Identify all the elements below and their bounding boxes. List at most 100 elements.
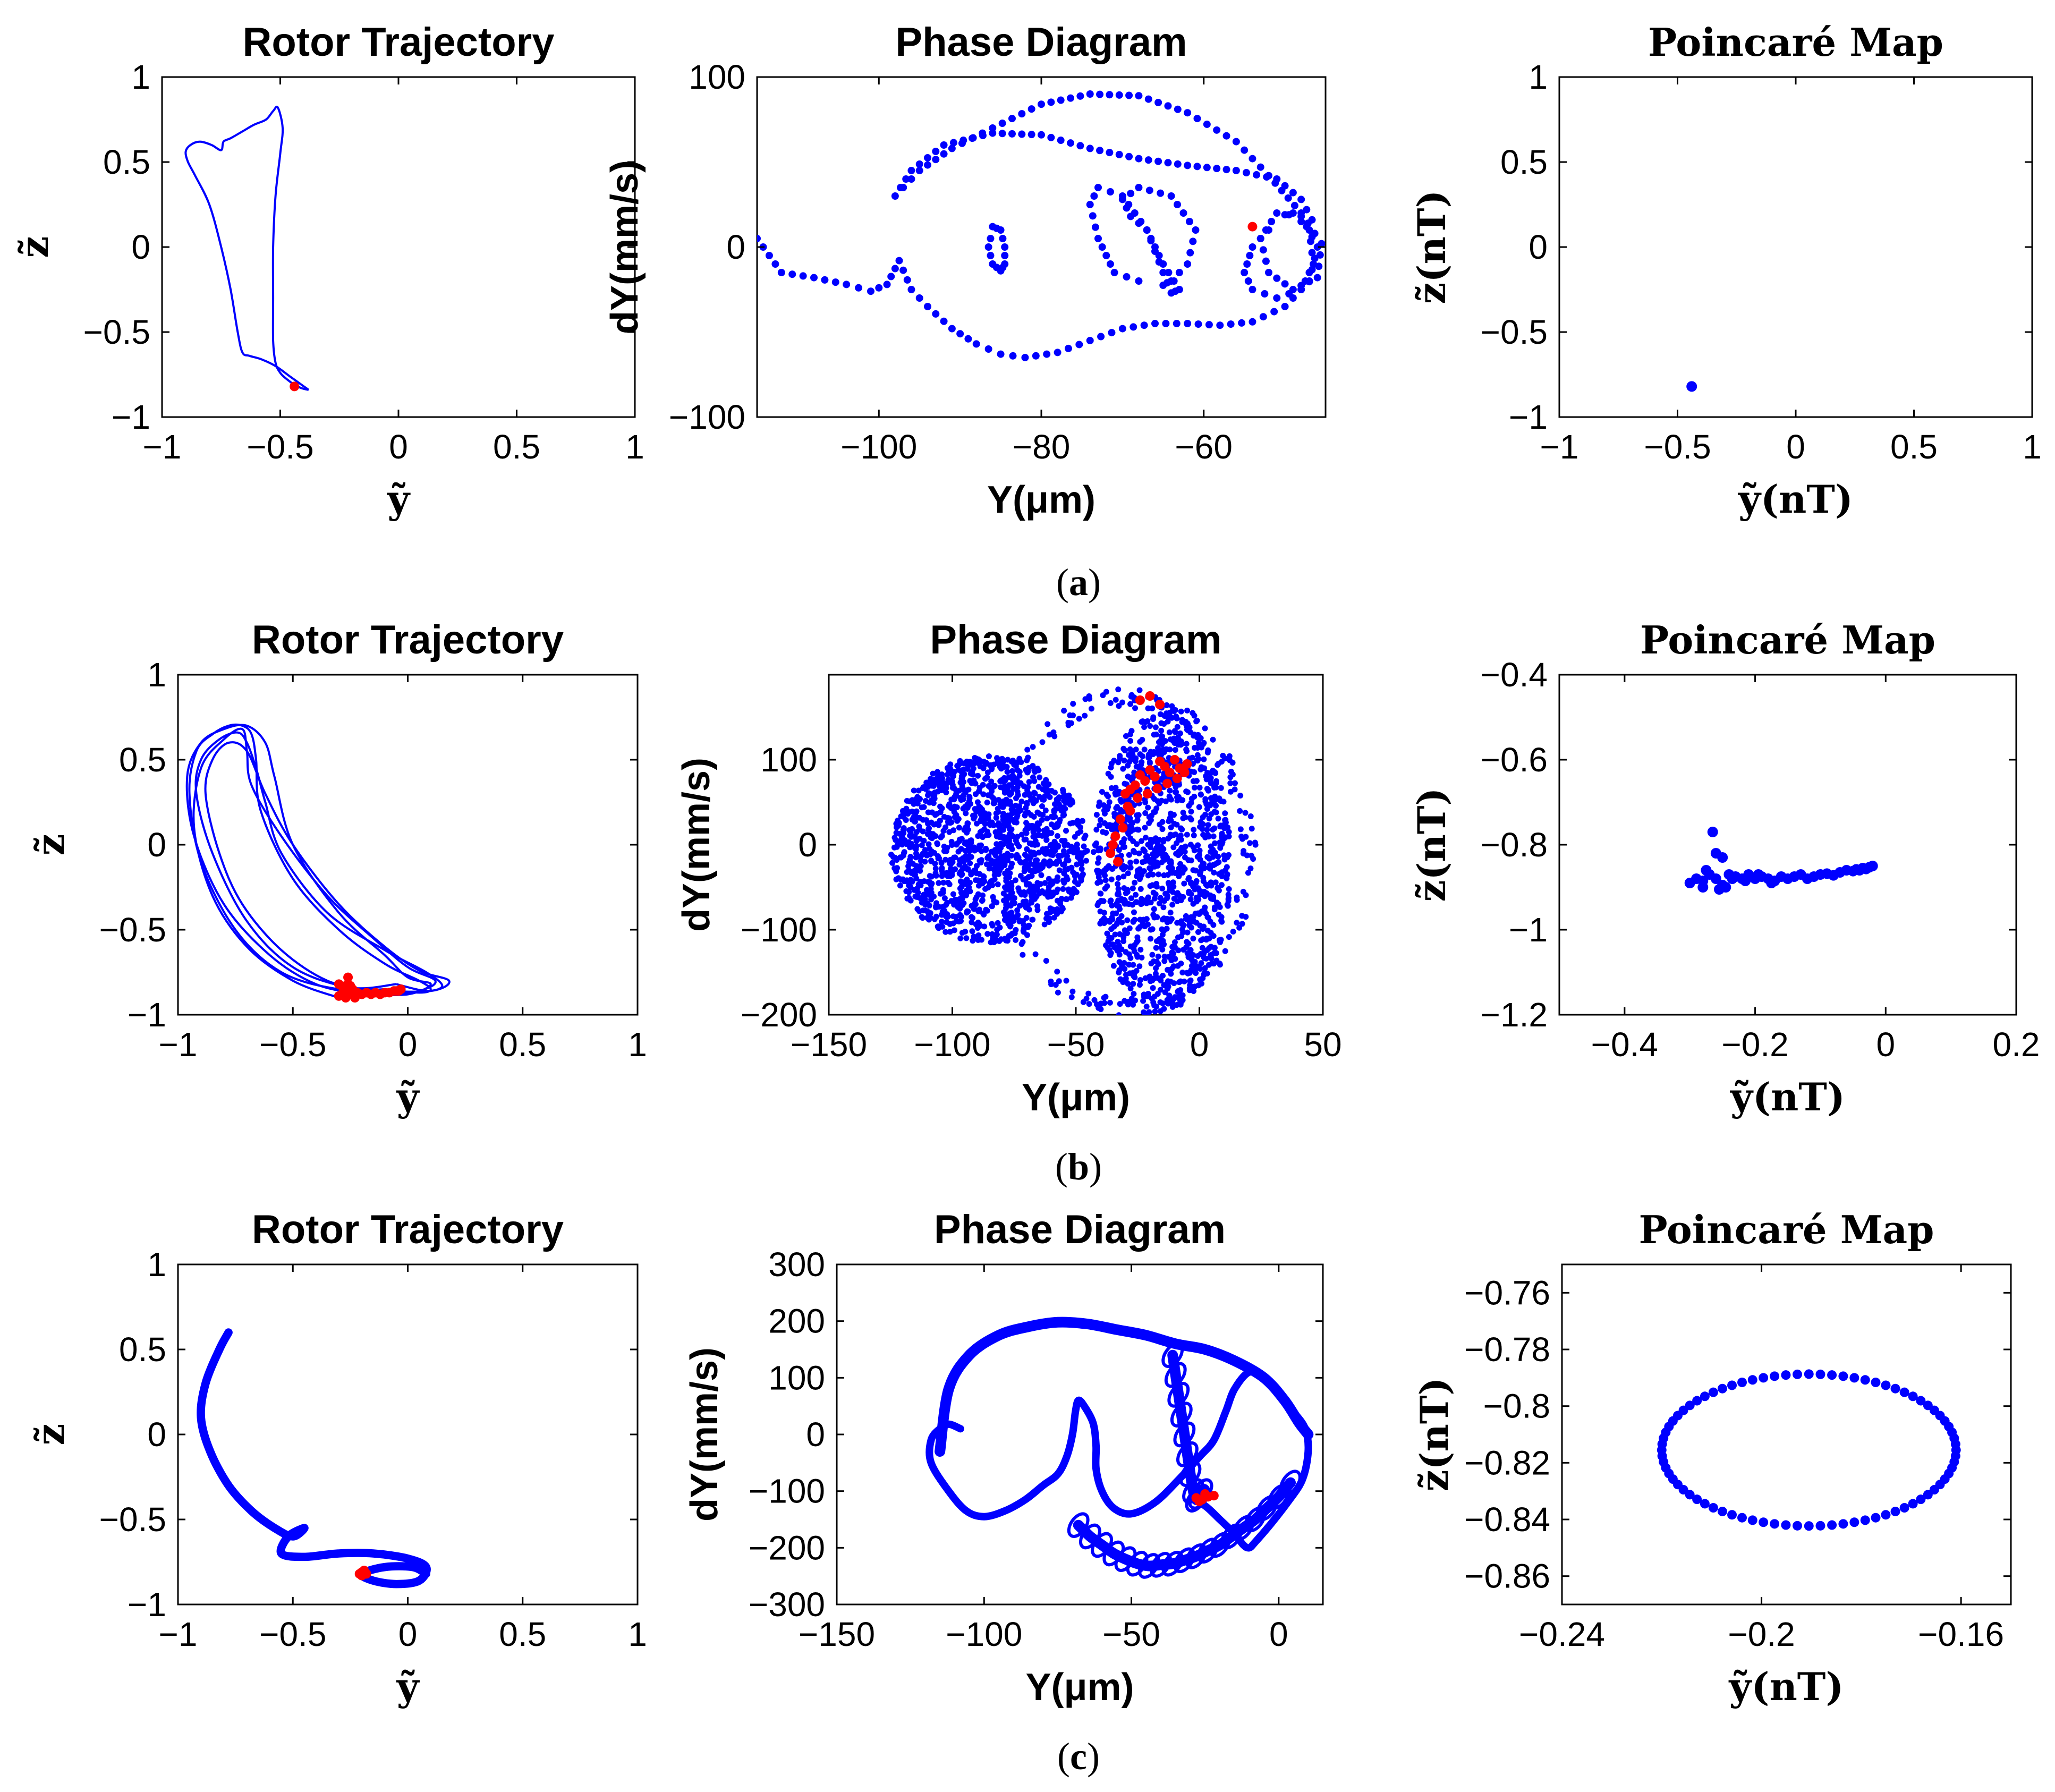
b-poincare-points-point xyxy=(1867,861,1878,871)
b-phase-right-cloud-point xyxy=(1168,957,1174,963)
b-phase-right-cloud-point xyxy=(1192,785,1198,791)
a-phase-orbit-point xyxy=(1203,121,1211,128)
a-poincare-ytick-label: 1 xyxy=(1528,58,1548,96)
c-poincare-point xyxy=(1881,1510,1890,1519)
b-phase-left-cloud-point xyxy=(1074,862,1080,868)
b-phase-left-cloud-point xyxy=(961,901,966,906)
b-traj-section-point xyxy=(343,973,353,982)
a-phase-orbit-point xyxy=(1054,349,1062,356)
a-phase-orbit-point xyxy=(1130,323,1137,330)
b-phase-left-cloud-point xyxy=(921,878,927,884)
b-phase-right-cloud-point xyxy=(1191,833,1197,838)
b-phase-left-cloud-point xyxy=(891,845,897,851)
a-phase-loop-70-point xyxy=(1186,218,1193,225)
b-phase-right-cloud-point xyxy=(1122,966,1127,972)
a-traj-section-point xyxy=(290,381,299,391)
b-phase-section-point xyxy=(1173,774,1182,783)
b-phase-outer-ring-point xyxy=(993,860,999,866)
a-phase-loop-70-point xyxy=(1143,226,1151,234)
b-phase-right-cloud-point xyxy=(1194,920,1200,925)
b-phase-right-cloud-point xyxy=(1093,827,1099,833)
b-phase-right-cloud-point xyxy=(1107,799,1113,805)
b-phase-right-cloud-point xyxy=(1197,785,1203,791)
a-phase-loop-50-point xyxy=(1297,286,1305,293)
a-phase-orbit-point xyxy=(1213,126,1220,134)
b-phase-left-cloud-point xyxy=(1044,816,1050,821)
a-phase-orbit-point xyxy=(985,345,992,353)
c-poincare-point xyxy=(1891,1384,1900,1394)
b-phase-right-cloud-point xyxy=(1117,959,1123,965)
b-phase-outer-ring-point xyxy=(1152,1008,1158,1014)
b-phase-right-cloud-point xyxy=(1222,810,1228,816)
b-phase-outer-ring-point xyxy=(1158,1008,1164,1014)
a-phase-loop-84-point xyxy=(999,235,1006,242)
b-phase-left-cloud-point xyxy=(1035,821,1041,827)
b-phase-left-cloud-point xyxy=(959,775,965,780)
b-phase-left-cloud-point xyxy=(932,789,938,795)
b-phase-outer-ring-point xyxy=(1119,700,1125,706)
c-poincare-point xyxy=(1871,1378,1880,1387)
a-phase-orbit-point xyxy=(1227,320,1235,328)
b-phase-outer-ring-point xyxy=(1248,813,1254,819)
b-phase-left-cloud-point xyxy=(1033,798,1039,804)
b-phase-left-cloud-point xyxy=(954,812,959,818)
b-phase-right-cloud-point xyxy=(1177,861,1183,867)
b-phase-right-cloud-point xyxy=(1127,860,1133,865)
b-phase-right-cloud-point xyxy=(1145,805,1151,811)
b-phase-left-cloud-point xyxy=(903,817,909,823)
b-phase-right-cloud-point xyxy=(1226,891,1232,897)
b-phase-left-cloud-point xyxy=(1010,834,1016,839)
b-phase-right-cloud-point xyxy=(1217,904,1223,910)
b-traj-ylabel: z̃ xyxy=(28,834,73,856)
b-phase-right-cloud-point xyxy=(1208,944,1214,949)
c-poincare-point xyxy=(1900,1388,1909,1397)
b-phase-right-cloud-point xyxy=(1171,812,1177,818)
b-poincare-points-point xyxy=(1701,865,1711,876)
b-phase-left-cloud-point xyxy=(963,810,969,816)
b-phase-left-cloud-point xyxy=(971,933,976,939)
b-phase-right-cloud-point xyxy=(1212,904,1218,910)
b-phase-right-cloud-point xyxy=(1150,985,1156,991)
b-phase-left-cloud-point xyxy=(950,827,956,833)
a-phase-loop-70-point xyxy=(1099,243,1106,251)
b-phase-right-cloud-point xyxy=(1151,857,1157,863)
b-phase-left-cloud-point xyxy=(928,857,934,863)
b-phase-left-cloud-point xyxy=(1056,819,1062,825)
b-phase-left-cloud-point xyxy=(969,903,974,909)
b-phase-ytick-label: 100 xyxy=(760,741,817,779)
b-poincare-ytick-label: −0.4 xyxy=(1481,656,1548,694)
b-phase-left-cloud-point xyxy=(916,823,922,829)
a-phase-loop-50-point xyxy=(1265,226,1272,234)
b-phase-left-cloud-point xyxy=(945,765,950,771)
a-phase-loop-50-point xyxy=(1305,226,1313,234)
b-phase-left-cloud-point xyxy=(997,924,1003,930)
b-phase-outer-ring-point xyxy=(992,847,998,853)
b-phase-right-cloud-point xyxy=(1201,864,1207,870)
a-phase-xtick-label: −60 xyxy=(1175,428,1233,466)
b-phase-left-cloud-point xyxy=(927,892,932,898)
b-phase-left-cloud-point xyxy=(976,883,982,889)
b-phase-outer-ring-point xyxy=(1000,817,1006,822)
c-traj-ytick-label: 0 xyxy=(147,1415,166,1454)
b-poincare-xtick-label: 0 xyxy=(1876,1025,1895,1064)
a-phase-loop-70-point xyxy=(1156,252,1163,259)
b-phase-outer-ring-point xyxy=(1151,993,1157,999)
b-phase-xtick-label: 50 xyxy=(1304,1025,1341,1064)
b-phase-left-cloud-point xyxy=(1024,915,1030,921)
c-poincare-point xyxy=(1759,1517,1768,1527)
a-phase-loop-70-point xyxy=(1192,226,1199,234)
b-phase-section-point xyxy=(1155,757,1165,766)
c-poincare-plot-area xyxy=(1562,1264,2011,1604)
a-phase-ytick-label: 100 xyxy=(689,58,745,96)
b-phase-right-cloud-point xyxy=(1143,975,1149,981)
b-phase-outer-ring-point xyxy=(1101,995,1107,1001)
b-phase-left-cloud-point xyxy=(1078,878,1084,884)
b-phase-left-cloud-point xyxy=(973,809,979,814)
b-phase-left-cloud-point xyxy=(957,886,963,891)
b-phase-right-cloud-point xyxy=(1130,775,1135,781)
b-phase-outer-ring-point xyxy=(1089,706,1094,711)
a-phase-loop-70-point xyxy=(1094,235,1102,242)
a-phase-orbit-point xyxy=(1154,158,1162,165)
b-phase-left-cloud-point xyxy=(969,769,975,775)
a-phase-orbit-point xyxy=(1291,202,1298,209)
